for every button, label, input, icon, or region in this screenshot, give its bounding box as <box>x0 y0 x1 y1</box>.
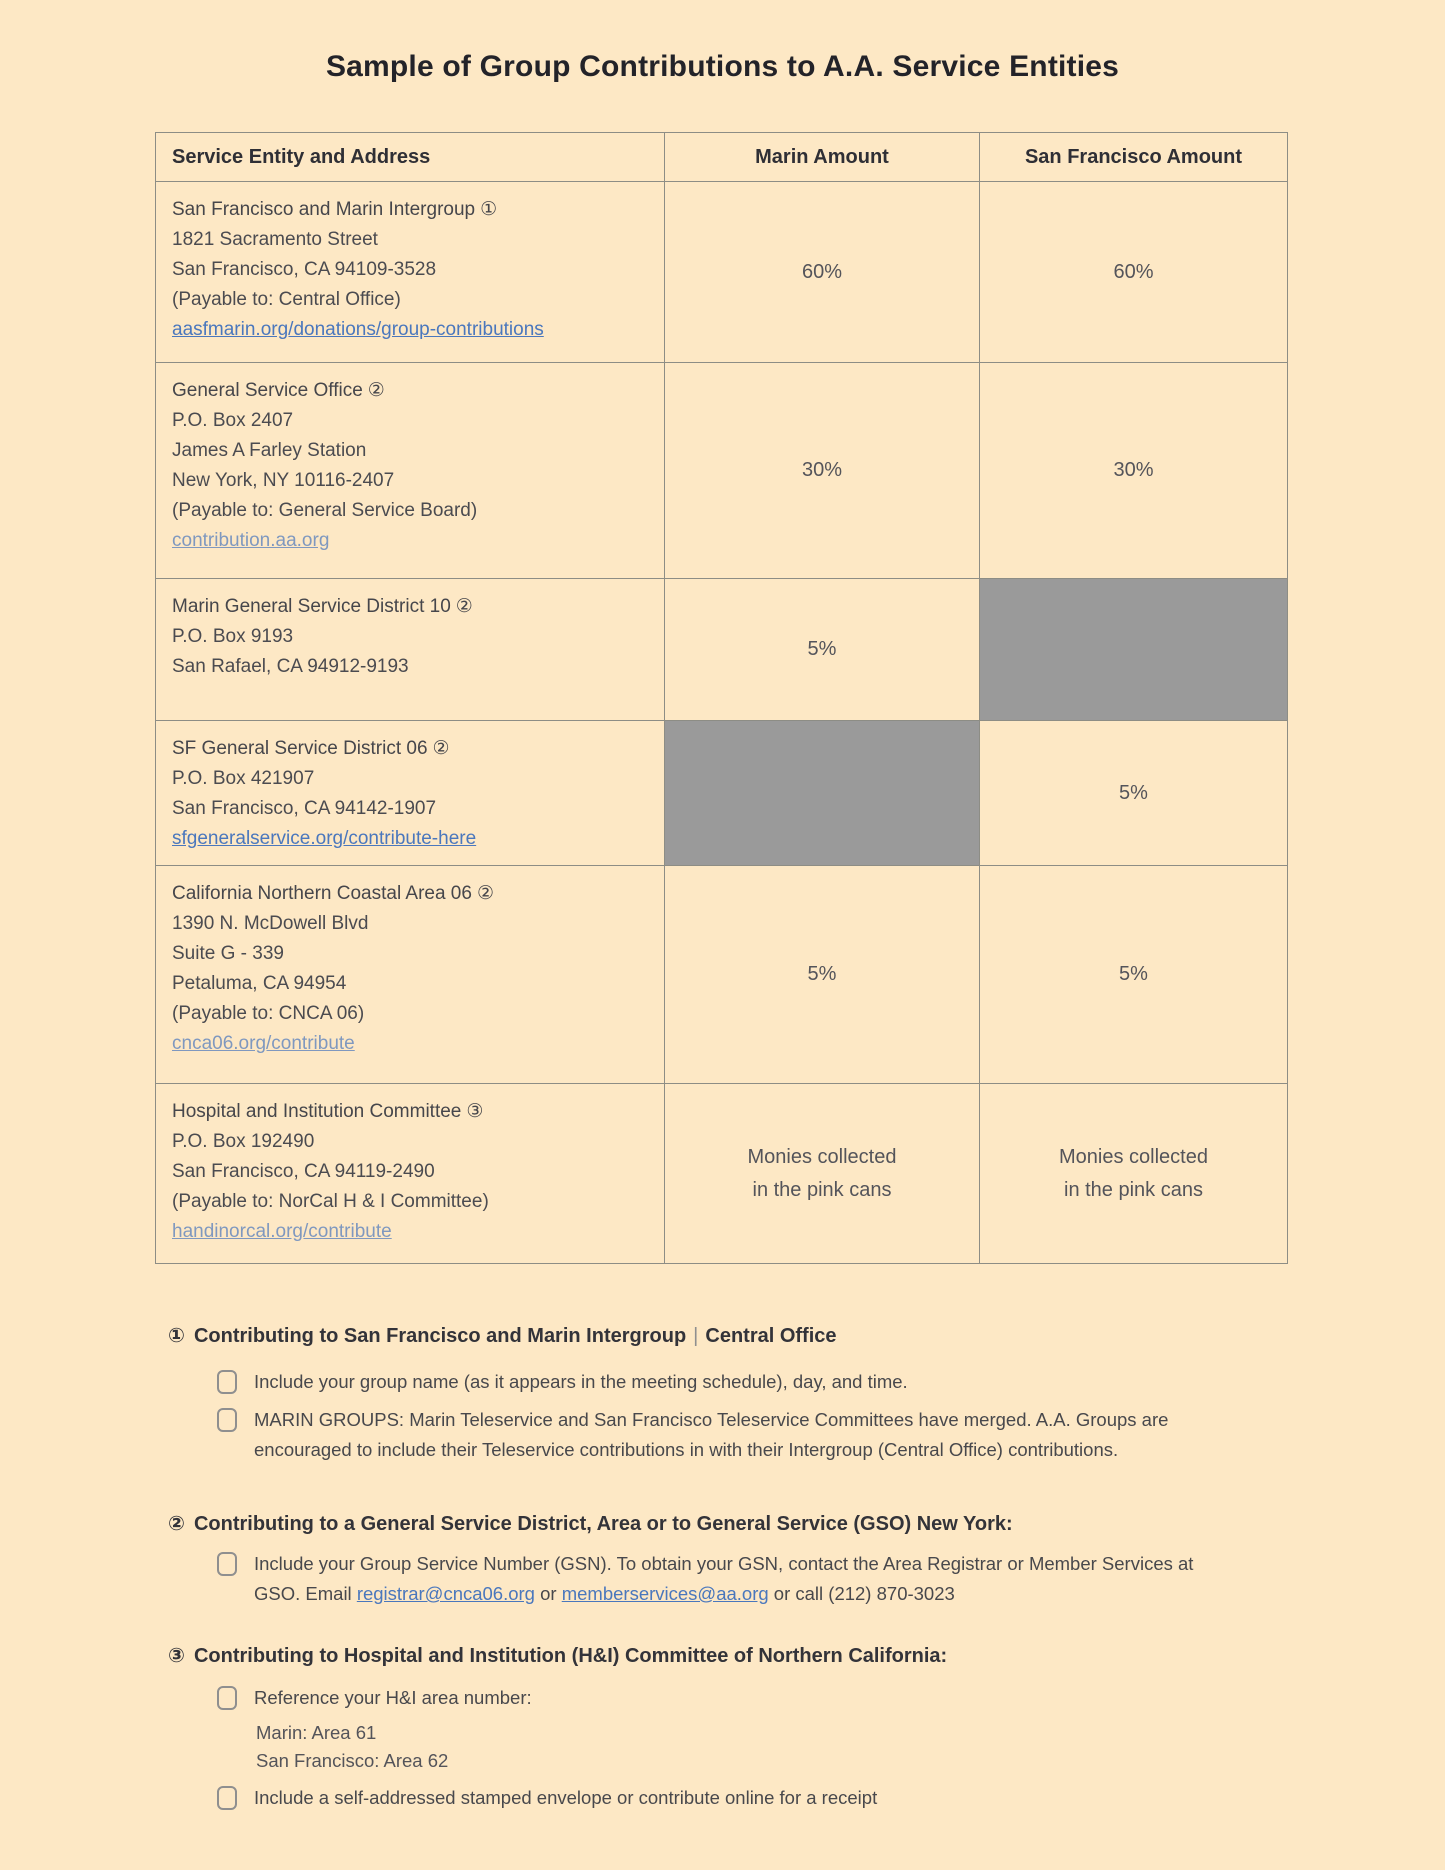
checklist-item: Include your group name (as it appears i… <box>217 1367 1303 1397</box>
marin-amount-cell: 60% <box>664 181 980 363</box>
address-line: P.O. Box 9193 <box>172 626 294 647</box>
checklist-item: Include your Group Service Number (GSN).… <box>217 1549 1303 1609</box>
checkbox-icon[interactable] <box>217 1552 237 1576</box>
checklist-item: MARIN GROUPS: Marin Teleservice and San … <box>217 1405 1303 1465</box>
address-line: San Francisco, CA 94119-2490 <box>172 1161 435 1182</box>
address-line: San Francisco, CA 94109-3528 <box>172 259 437 280</box>
sf-amount-cell: 30% <box>979 362 1288 579</box>
table-row: SF General Service District 06 ② P.O. Box… <box>155 720 1288 866</box>
checkbox-icon[interactable] <box>217 1686 237 1710</box>
footnote-marker: ② <box>476 883 494 904</box>
registrar-email-link[interactable]: registrar@cnca06.org <box>356 1583 535 1604</box>
marin-amount-cell: 30% <box>664 362 980 579</box>
footnote-section-general-service: ② Contributing to a General Service Distr… <box>168 1509 1303 1609</box>
address-line: San Rafael, CA 94912-9193 <box>172 656 409 677</box>
footnote-section-hospital-institution: ③ Contributing to Hospital and Institutio… <box>168 1641 1303 1813</box>
entity-cell: SF General Service District 06 ② P.O. Box… <box>155 720 665 866</box>
checkbox-icon[interactable] <box>217 1786 237 1810</box>
checkbox-icon[interactable] <box>217 1370 237 1394</box>
address-line: P.O. Box 2407 <box>172 410 294 431</box>
footnote-marker: ③ <box>466 1101 484 1122</box>
address-line: Suite G - 339 <box>172 943 284 964</box>
entity-cell: California Northern Coastal Area 06 ② 139… <box>155 865 665 1084</box>
checkbox-icon[interactable] <box>217 1408 237 1432</box>
contribution-link[interactable]: handinorcal.org/contribute <box>172 1221 392 1242</box>
entity-cell: San Francisco and Marin Intergroup ① 1821… <box>155 181 665 363</box>
footnote-heading: ③ Contributing to Hospital and Institutio… <box>168 1645 948 1667</box>
entity-name: General Service Office ② <box>172 380 385 401</box>
address-line: New York, NY 10116-2407 <box>172 470 395 491</box>
checklist-item: Include a self-addressed stamped envelop… <box>217 1783 1303 1813</box>
circled-2-icon: ② <box>168 1513 185 1535</box>
contributions-table: Service Entity and Address Marin Amount … <box>155 132 1288 1264</box>
entity-cell: Marin General Service District 10 ② P.O. … <box>155 578 665 721</box>
pipe-separator: | <box>693 1325 699 1347</box>
payable-line: (Payable to: NorCal H & I Committee) <box>172 1191 489 1212</box>
entity-name: SF General Service District 06 ② <box>172 738 450 759</box>
checklist-item: Reference your H&I area number: <box>217 1683 1303 1713</box>
column-header-sf: San Francisco Amount <box>979 132 1288 182</box>
marin-area-line: Marin: Area 61 <box>256 1722 377 1743</box>
footnote-heading: ① Contributing to San Francisco and Marin… <box>168 1325 837 1347</box>
sf-area-line: San Francisco: Area 62 <box>256 1750 449 1771</box>
table-row: San Francisco and Marin Intergroup ① 1821… <box>155 181 1288 363</box>
payable-line: (Payable to: General Service Board) <box>172 500 478 521</box>
address-line: 1821 Sacramento Street <box>172 229 378 250</box>
footnote-marker: ② <box>432 738 450 759</box>
sf-amount-cell: 5% <box>979 865 1288 1084</box>
circled-3-icon: ③ <box>168 1645 185 1667</box>
marin-amount-cell: 5% <box>664 578 980 721</box>
sf-amount-cell: 60% <box>979 181 1288 363</box>
footnote-marker: ① <box>480 199 498 220</box>
footnote-heading: ② Contributing to a General Service Distr… <box>168 1513 1013 1535</box>
marin-amount-cell: 5% <box>664 865 980 1084</box>
table-header-row: Service Entity and Address Marin Amount … <box>155 132 1288 182</box>
marin-amount-cell: Monies collected in the pink cans <box>664 1083 980 1264</box>
circled-1-icon: ① <box>168 1325 185 1347</box>
contribution-link[interactable]: cnca06.org/contribute <box>172 1033 355 1054</box>
table-row: Hospital and Institution Committee ③ P.O.… <box>155 1083 1288 1264</box>
footnote-section-intergroup: ① Contributing to San Francisco and Marin… <box>168 1321 1303 1465</box>
column-header-marin: Marin Amount <box>664 132 980 182</box>
address-line: Petaluma, CA 94954 <box>172 973 347 994</box>
table-row: General Service Office ② P.O. Box 2407 Ja… <box>155 362 1288 579</box>
table-row: California Northern Coastal Area 06 ② 139… <box>155 865 1288 1084</box>
contribution-link[interactable]: sfgeneralservice.org/contribute-here <box>172 828 477 849</box>
blocked-cell <box>979 578 1288 721</box>
contribution-link[interactable]: contribution.aa.org <box>172 530 330 551</box>
footnotes: ① Contributing to San Francisco and Marin… <box>168 1321 1303 1813</box>
address-line: James A Farley Station <box>172 440 367 461</box>
sf-amount-cell: Monies collected in the pink cans <box>979 1083 1288 1264</box>
payable-line: (Payable to: Central Office) <box>172 289 401 310</box>
entity-name: California Northern Coastal Area 06 ② <box>172 883 494 904</box>
entity-name: Marin General Service District 10 ② <box>172 596 473 617</box>
sf-amount-cell: 5% <box>979 720 1288 866</box>
footnote-marker: ② <box>455 596 473 617</box>
address-line: 1390 N. McDowell Blvd <box>172 913 369 934</box>
area-number-lines: Marin: Area 61 San Francisco: Area 62 <box>256 1719 1303 1775</box>
table-row: Marin General Service District 10 ② P.O. … <box>155 578 1288 721</box>
contribution-link[interactable]: aasfmarin.org/donations/group-contributi… <box>172 319 544 340</box>
page-title: Sample of Group Contributions to A.A. Se… <box>325 50 1120 83</box>
address-line: P.O. Box 192490 <box>172 1131 315 1152</box>
footnote-marker: ② <box>367 380 385 401</box>
address-line: P.O. Box 421907 <box>172 768 315 789</box>
column-header-entity: Service Entity and Address <box>155 132 665 182</box>
blocked-cell <box>664 720 980 866</box>
payable-line: (Payable to: CNCA 06) <box>172 1003 365 1024</box>
entity-name: Hospital and Institution Committee ③ <box>172 1101 484 1122</box>
member-services-email-link[interactable]: memberservices@aa.org <box>561 1583 769 1604</box>
entity-cell: General Service Office ② P.O. Box 2407 Ja… <box>155 362 665 579</box>
entity-cell: Hospital and Institution Committee ③ P.O.… <box>155 1083 665 1264</box>
entity-name: San Francisco and Marin Intergroup ① <box>172 199 498 220</box>
address-line: San Francisco, CA 94142-1907 <box>172 798 437 819</box>
